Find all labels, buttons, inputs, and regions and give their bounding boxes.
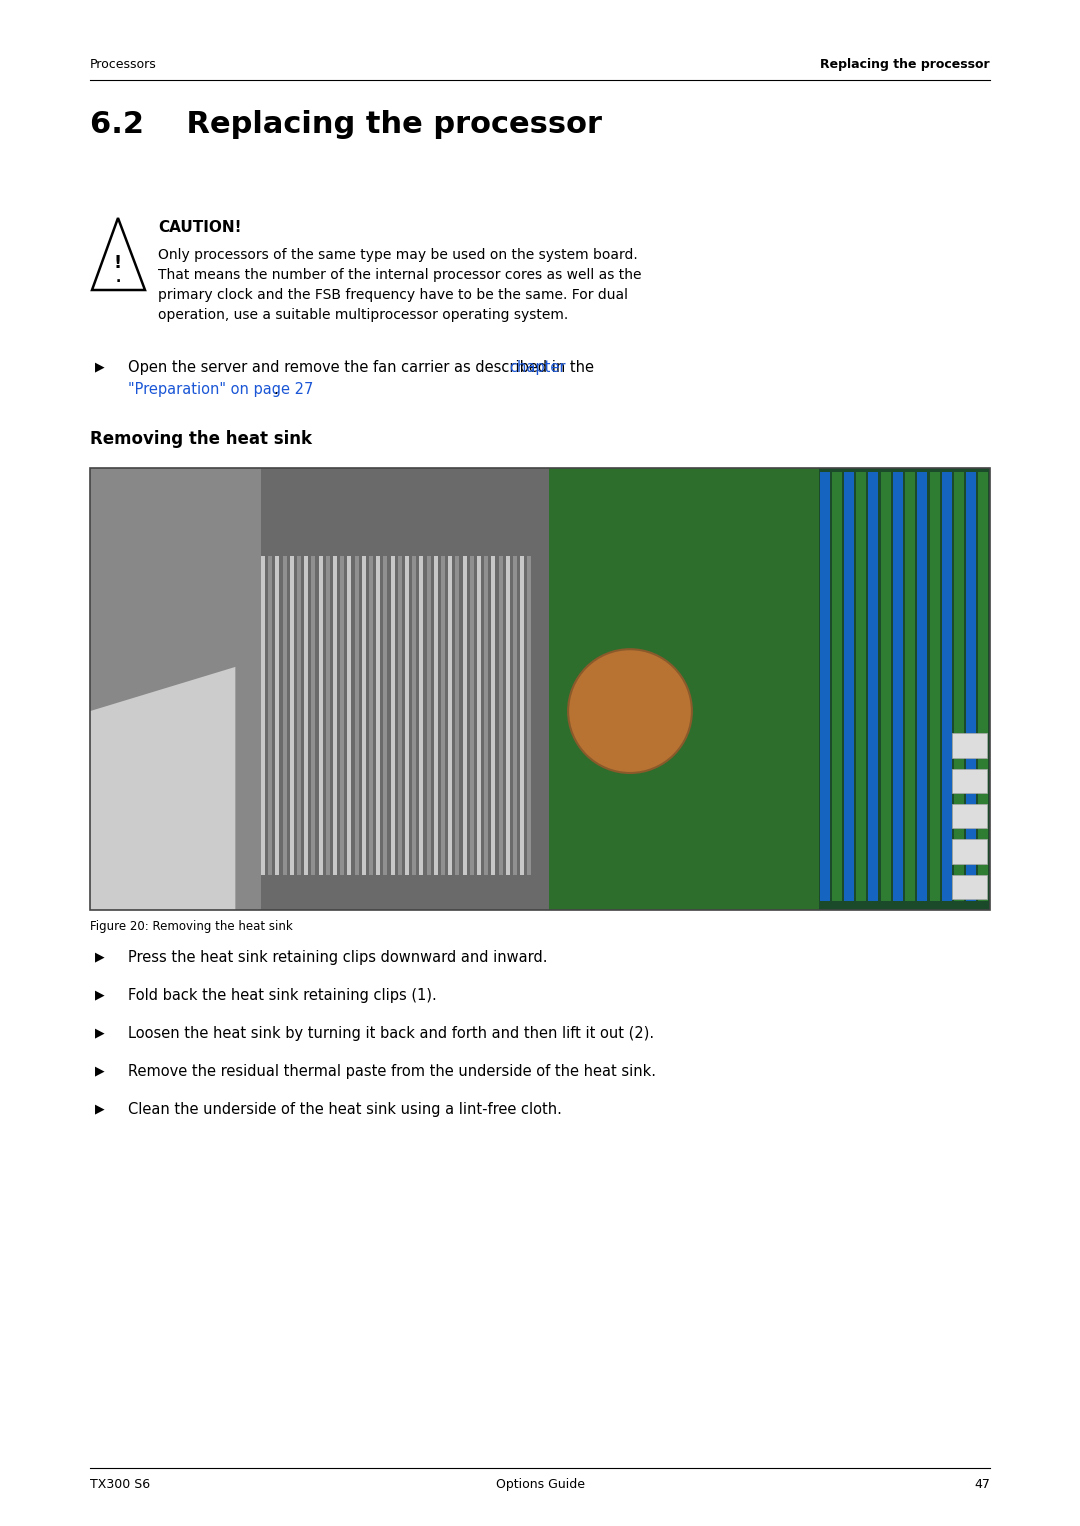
Text: CAUTION!: CAUTION! (158, 220, 242, 235)
Text: ▶: ▶ (95, 951, 105, 963)
Bar (419, 557, 423, 874)
Bar (967, 473, 976, 902)
Bar (832, 473, 841, 902)
Bar (521, 557, 524, 874)
Bar (326, 557, 329, 874)
Bar (283, 557, 286, 874)
Text: Processors: Processors (90, 58, 157, 72)
Circle shape (568, 649, 692, 774)
Bar (820, 473, 829, 902)
Bar (391, 557, 394, 874)
Bar (953, 804, 987, 829)
Text: ▶: ▶ (95, 1102, 105, 1116)
Bar (505, 557, 510, 874)
Text: 6.2    Replacing the processor: 6.2 Replacing the processor (90, 110, 602, 139)
Bar (319, 557, 323, 874)
Bar (289, 557, 294, 874)
Bar (405, 557, 409, 874)
Bar (340, 557, 345, 874)
Text: ▶: ▶ (95, 1025, 105, 1039)
Bar (484, 557, 488, 874)
Bar (477, 557, 481, 874)
Bar (275, 557, 280, 874)
Bar (90, 468, 990, 909)
Text: Removing the heat sink: Removing the heat sink (90, 430, 312, 449)
Bar (413, 557, 416, 874)
Bar (383, 557, 388, 874)
Bar (953, 769, 987, 794)
Bar (953, 732, 987, 757)
Bar (311, 557, 315, 874)
Text: That means the number of the internal processor cores as well as the: That means the number of the internal pr… (158, 269, 642, 282)
Bar (354, 557, 359, 874)
Bar (305, 557, 308, 874)
Bar (549, 468, 819, 909)
Text: ▶: ▶ (95, 987, 105, 1001)
Bar (930, 473, 940, 902)
Bar (261, 557, 265, 874)
Text: Fold back the heat sink retaining clips (1).: Fold back the heat sink retaining clips … (129, 987, 436, 1003)
Bar (942, 473, 951, 902)
Text: TX300 S6: TX300 S6 (90, 1479, 150, 1491)
Bar (297, 557, 301, 874)
Bar (845, 473, 854, 902)
Text: 47: 47 (974, 1479, 990, 1491)
Text: Options Guide: Options Guide (496, 1479, 584, 1491)
Bar (456, 557, 459, 874)
Bar (448, 557, 453, 874)
Bar (268, 557, 272, 874)
Text: .: . (116, 272, 121, 285)
Text: ▶: ▶ (95, 1064, 105, 1077)
Text: Press the heat sink retaining clips downward and inward.: Press the heat sink retaining clips down… (129, 951, 548, 964)
Bar (954, 473, 964, 902)
Bar (441, 557, 445, 874)
Bar (90, 468, 990, 909)
Text: Loosen the heat sink by turning it back and forth and then lift it out (2).: Loosen the heat sink by turning it back … (129, 1025, 654, 1041)
Text: Clean the underside of the heat sink using a lint-free cloth.: Clean the underside of the heat sink usi… (129, 1102, 562, 1117)
Bar (978, 473, 988, 902)
Bar (427, 557, 431, 874)
Text: !: ! (113, 253, 122, 272)
Bar (397, 557, 402, 874)
Bar (917, 473, 928, 902)
Text: operation, use a suitable multiprocessor operating system.: operation, use a suitable multiprocessor… (158, 308, 568, 322)
Text: Open the server and remove the fan carrier as described in the: Open the server and remove the fan carri… (129, 360, 598, 375)
Bar (499, 557, 502, 874)
Bar (462, 557, 467, 874)
Bar (819, 468, 990, 909)
Bar (434, 557, 437, 874)
Bar (856, 473, 866, 902)
Bar (362, 557, 366, 874)
Bar (953, 874, 987, 899)
Text: primary clock and the FSB frequency have to be the same. For dual: primary clock and the FSB frequency have… (158, 288, 627, 302)
Bar (513, 557, 517, 874)
Bar (527, 557, 531, 874)
Bar (868, 473, 878, 902)
Bar (953, 839, 987, 864)
Bar (893, 473, 903, 902)
Bar (905, 473, 915, 902)
Text: .: . (273, 382, 278, 397)
Text: Remove the residual thermal paste from the underside of the heat sink.: Remove the residual thermal paste from t… (129, 1064, 656, 1079)
Text: Replacing the processor: Replacing the processor (821, 58, 990, 72)
Text: Only processors of the same type may be used on the system board.: Only processors of the same type may be … (158, 249, 638, 262)
Text: ▶: ▶ (95, 360, 105, 372)
Bar (369, 557, 373, 874)
Text: chapter: chapter (509, 360, 566, 375)
Bar (333, 557, 337, 874)
Bar (261, 468, 549, 909)
Text: "Preparation" on page 27: "Preparation" on page 27 (129, 382, 313, 397)
Bar (880, 473, 891, 902)
Bar (348, 557, 351, 874)
Bar (491, 557, 496, 874)
Bar (90, 468, 261, 909)
Bar (376, 557, 380, 874)
Polygon shape (90, 667, 235, 909)
Text: Figure 20: Removing the heat sink: Figure 20: Removing the heat sink (90, 920, 293, 932)
Bar (470, 557, 474, 874)
